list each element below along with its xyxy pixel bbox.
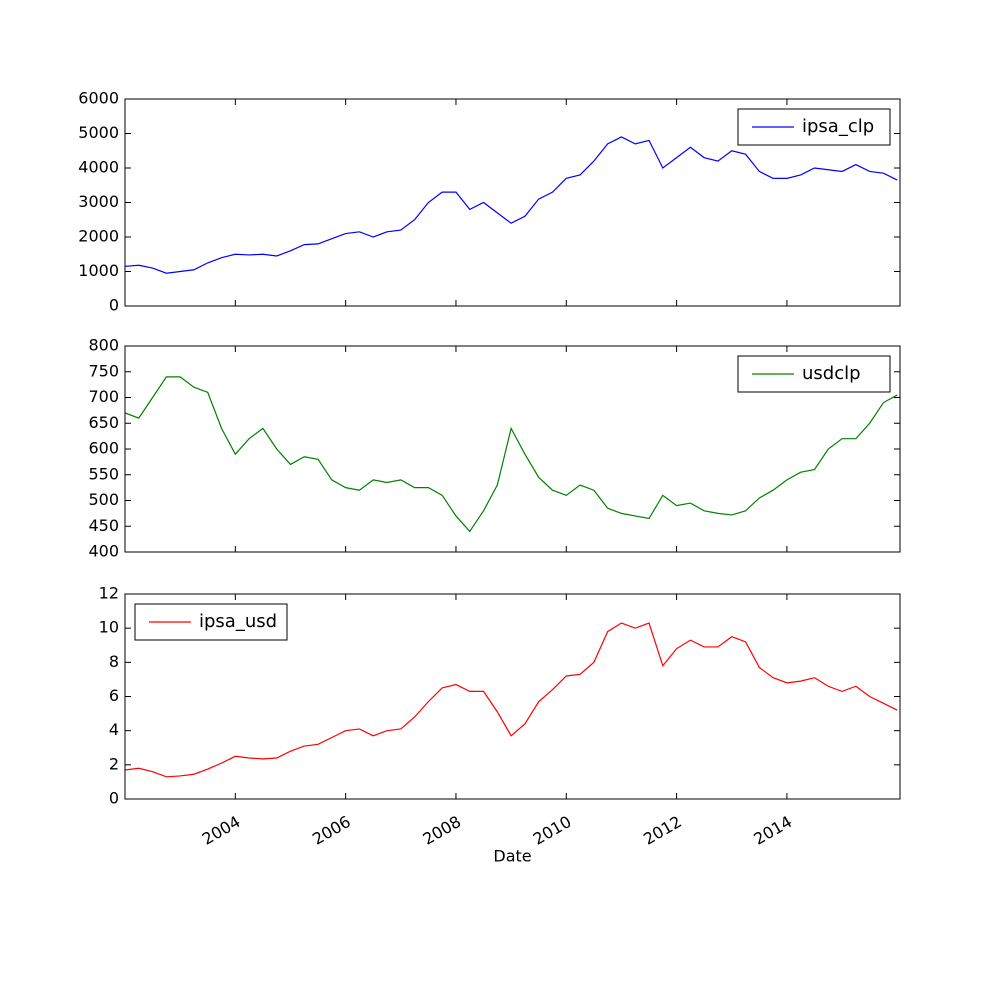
legend-label: ipsa_clp bbox=[802, 116, 874, 137]
y-tick-label: 400 bbox=[88, 542, 119, 561]
y-tick-label: 6000 bbox=[78, 89, 119, 108]
y-tick-label: 12 bbox=[99, 584, 119, 603]
line-series bbox=[124, 376, 898, 533]
y-tick-label: 750 bbox=[88, 361, 119, 380]
y-tick-label: 550 bbox=[88, 464, 119, 483]
y-tick-label: 700 bbox=[88, 387, 119, 406]
line-series bbox=[124, 136, 898, 274]
y-tick-label: 800 bbox=[88, 336, 119, 355]
y-tick-label: 4000 bbox=[78, 158, 119, 177]
line-series bbox=[124, 622, 898, 778]
y-tick-label: 4 bbox=[109, 720, 119, 739]
y-tick-label: 3000 bbox=[78, 192, 119, 211]
legend-label: ipsa_usd bbox=[199, 611, 277, 632]
y-tick-label: 8 bbox=[109, 652, 119, 671]
y-tick-label: 0 bbox=[109, 789, 119, 808]
y-tick-label: 5000 bbox=[78, 123, 119, 142]
y-tick-label: 600 bbox=[88, 439, 119, 458]
y-tick-label: 6 bbox=[109, 686, 119, 705]
legend-label: usdclp bbox=[802, 363, 861, 384]
y-tick-label: 450 bbox=[88, 516, 119, 535]
y-tick-label: 0 bbox=[109, 296, 119, 315]
y-tick-label: 2000 bbox=[78, 227, 119, 246]
y-tick-label: 650 bbox=[88, 413, 119, 432]
x-axis-label: Date bbox=[493, 847, 531, 866]
y-tick-label: 500 bbox=[88, 490, 119, 509]
y-tick-label: 10 bbox=[99, 618, 119, 637]
y-tick-label: 2 bbox=[109, 754, 119, 773]
y-tick-label: 1000 bbox=[78, 261, 119, 280]
